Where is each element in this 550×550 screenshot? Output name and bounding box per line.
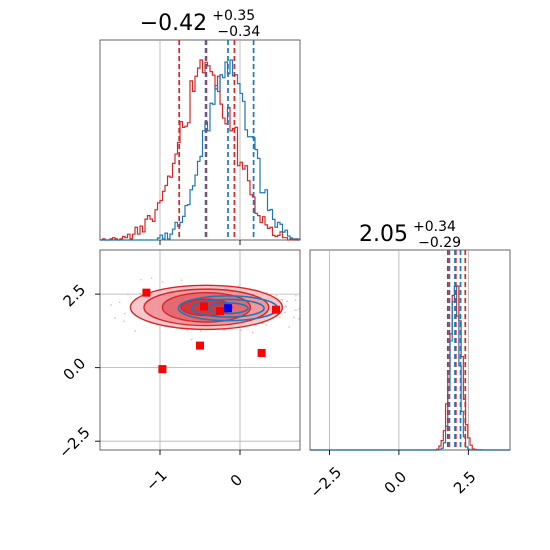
marginal-y-title-value: 2.05 (359, 222, 408, 247)
joint-scatter-point (118, 301, 121, 304)
marginal-y-x-tick-label: 2.5 (450, 468, 480, 498)
joint-scatter-point (134, 330, 136, 332)
joint-scatter-point (123, 312, 126, 315)
joint-scatter-point (265, 324, 268, 326)
marginal-x-title-value: −0.42 (140, 11, 207, 36)
joint-scatter-point (200, 330, 202, 332)
joint-scatter-point (161, 281, 164, 283)
joint-scatter-point (223, 329, 225, 331)
marginal-x-title-minus: −0.34 (217, 24, 260, 40)
joint-red-marker (216, 307, 224, 316)
joint-scatter-point (288, 326, 290, 328)
marginal-y-histograms (310, 285, 510, 451)
joint-scatter-point (286, 300, 288, 303)
marginal-x-histograms (100, 59, 301, 241)
joint-scatter-point (150, 277, 153, 279)
marginal-y-title-minus: −0.29 (418, 235, 461, 251)
marginal-y-x-tick-label: −2.5 (307, 463, 345, 501)
joint-scatter-point (140, 278, 142, 281)
joint-red-marker (142, 288, 151, 297)
joint-scatter-point (293, 316, 295, 319)
joint-scatter-point (294, 299, 297, 301)
joint-scatter-point (284, 305, 287, 308)
joint-scatter-point (110, 304, 112, 306)
joint-red-marker (257, 348, 266, 357)
joint-red-marker (200, 302, 208, 311)
joint-scatter-point (275, 294, 278, 297)
marginal-y-quantile-lines (446, 250, 467, 450)
joint-grid (100, 250, 300, 450)
marginal-y-grid (329, 250, 469, 450)
joint-y-tick-label: −2.5 (55, 423, 93, 461)
joint-scatter-point (180, 279, 183, 282)
marginal-x-quantile-lines (178, 40, 255, 240)
joint-y-tick-label: 2.5 (60, 281, 90, 311)
joint-panel: −1 0 −2.5 0.0 2.5 (55, 249, 301, 495)
marginal-y-title: 2.05 +0.34 −0.29 (359, 216, 461, 251)
joint-scatter-point (251, 331, 254, 334)
marginal-y-ticks: −2.5 0.0 2.5 (307, 450, 480, 502)
marginal-y-histogram-red (310, 285, 510, 451)
marginal-x-title: −0.42 +0.35 −0.34 (140, 5, 261, 40)
joint-scatter-point (295, 294, 297, 297)
joint-scatter-point (186, 329, 189, 332)
marginal-x-grid (159, 40, 241, 240)
joint-red-marker (272, 305, 280, 314)
marginal-y-x-tick-label: 0.0 (381, 468, 411, 498)
marginal-x-histogram-red (100, 59, 300, 241)
joint-scatter-point (284, 311, 286, 314)
joint-y-tick-label: 0.0 (60, 354, 90, 384)
joint-scatter-point (296, 309, 299, 311)
marginal-x-panel: −0.42 +0.35 −0.34 (99, 5, 301, 245)
joint-markers (142, 288, 280, 374)
joint-scatter-point (139, 292, 142, 295)
joint-scatter-point (240, 329, 242, 331)
marginal-y-panel: −2.5 0.0 2.5 2.05 +0.34 −0.29 (307, 216, 511, 502)
joint-scatter-point (114, 317, 116, 320)
joint-scatter-point (294, 309, 296, 311)
joint-red-marker (196, 341, 204, 350)
joint-scatter-point (190, 338, 193, 341)
joint-scatter-point (123, 320, 125, 322)
marginal-x-histogram-blue (100, 59, 301, 241)
joint-x-tick-label: 0 (227, 471, 246, 490)
marginal-x-title-plus: +0.35 (212, 8, 255, 24)
joint-blue-marker (224, 304, 232, 313)
joint-blue-contour-level (191, 298, 265, 318)
joint-scatter-point (280, 299, 282, 301)
joint-scatter-point (270, 293, 273, 296)
joint-scatter-point (279, 316, 281, 318)
marginal-x-frame (99, 39, 301, 241)
marginal-y-frame (309, 249, 511, 451)
joint-x-tick-label: −1 (142, 466, 170, 494)
joint-scatter-point (298, 318, 300, 320)
joint-frame (99, 249, 301, 451)
marginal-x-ticks (159, 240, 241, 245)
marginal-y-histogram-blue (310, 285, 510, 451)
joint-scatter-point (127, 293, 129, 296)
marginal-y-title-plus: +0.34 (413, 219, 456, 235)
joint-red-marker (158, 365, 167, 374)
joint-scatter-point (281, 298, 284, 301)
